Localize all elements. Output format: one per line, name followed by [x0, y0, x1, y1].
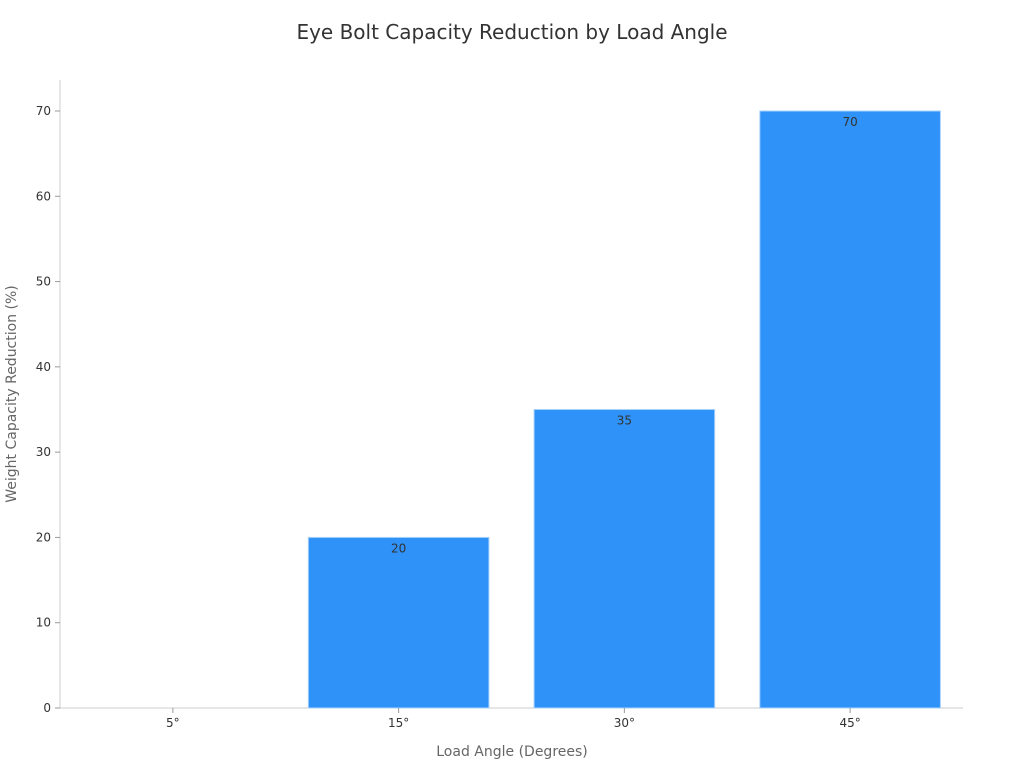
x-tick-label: 15°: [388, 716, 409, 730]
y-tick-label: 0: [43, 701, 51, 715]
x-tick-label: 30°: [614, 716, 635, 730]
y-tick-label: 10: [36, 616, 51, 630]
x-axis-title: Load Angle (Degrees): [436, 744, 588, 760]
x-tick-label: 5°: [166, 716, 180, 730]
bar-value-label: 70: [842, 115, 857, 129]
bar-value-label: 20: [391, 541, 406, 555]
bar: [307, 536, 490, 709]
y-tick-label: 20: [36, 530, 51, 544]
chart-title: Eye Bolt Capacity Reduction by Load Angl…: [296, 20, 728, 44]
bar-value-label: 35: [617, 414, 632, 428]
bar: [533, 409, 716, 709]
bar: [759, 110, 941, 709]
x-tick-label: 45°: [839, 716, 860, 730]
y-tick-label: 70: [36, 104, 51, 118]
y-axis-ticks: 0 10 20 30 40 50 60 70: [36, 104, 60, 715]
bars: 20 35 70: [307, 110, 941, 709]
y-tick-label: 60: [36, 189, 51, 203]
y-tick-label: 50: [36, 275, 51, 289]
y-tick-label: 30: [36, 445, 51, 459]
y-tick-label: 40: [36, 360, 51, 374]
x-axis-ticks: 5° 15° 30° 45°: [166, 708, 861, 730]
y-axis-title: Weight Capacity Reduction (%): [4, 285, 20, 503]
